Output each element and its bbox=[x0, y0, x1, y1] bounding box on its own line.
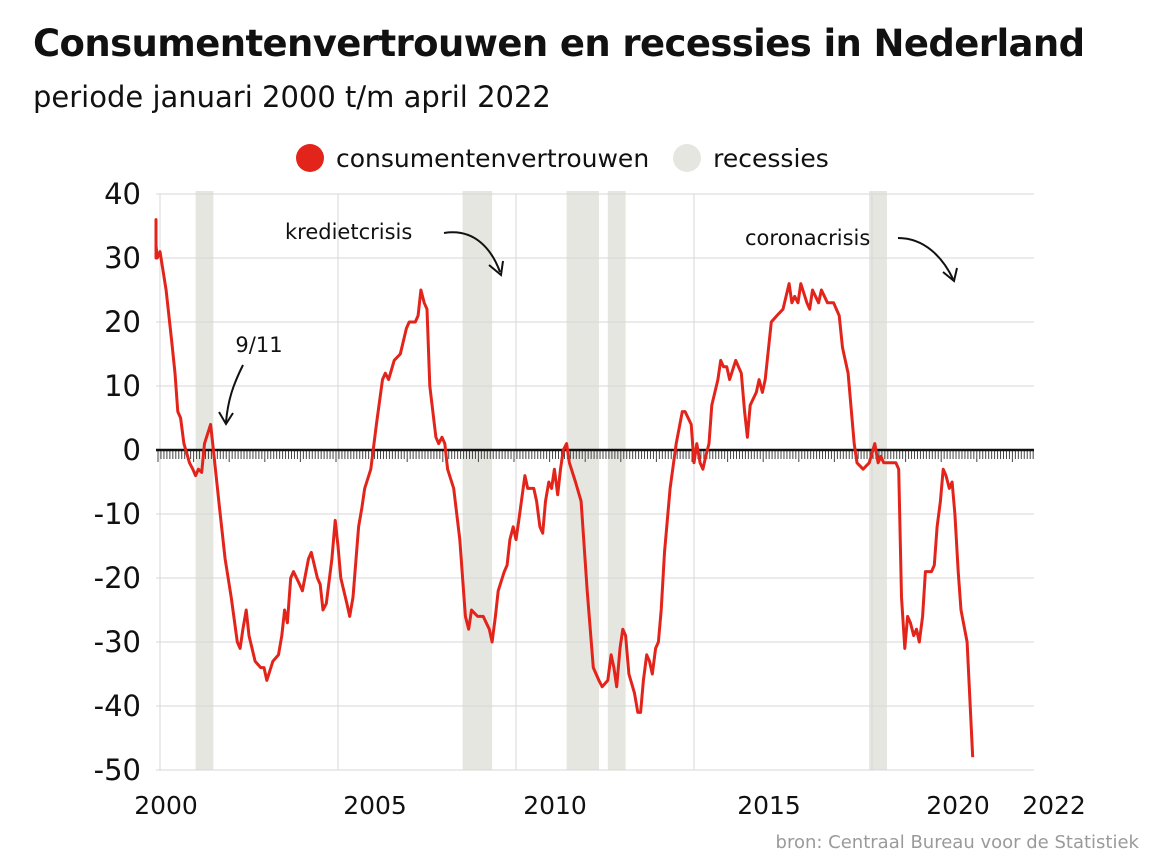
y-tick-label: -10 bbox=[94, 497, 141, 531]
arrow-kredietcrisis-head bbox=[488, 260, 504, 277]
y-tick-label: 30 bbox=[104, 241, 141, 275]
source-note: bron: Centraal Bureau voor de Statistiek bbox=[775, 832, 1139, 853]
recession-band-3 bbox=[566, 191, 599, 770]
y-tick-label: 10 bbox=[104, 369, 141, 403]
x-axis-labels: 2000 2005 2010 2015 2020 2022 bbox=[134, 791, 1086, 820]
x-tick-label: 2022 bbox=[1022, 791, 1086, 820]
y-tick-label: 20 bbox=[104, 305, 141, 339]
arrow-coronacrisis-head bbox=[942, 267, 958, 283]
recession-band-2 bbox=[462, 191, 493, 770]
recession-band-1 bbox=[195, 191, 214, 770]
x-tick-label: 2000 bbox=[134, 791, 198, 820]
x-tick-label: 2005 bbox=[343, 791, 407, 820]
y-axis-labels: 40 30 20 10 0 -10 -20 -30 -40 -50 bbox=[94, 177, 141, 787]
legend-label-recessies: recessies bbox=[713, 143, 829, 173]
annotations: 9/11 kredietcrisis coronacrisis bbox=[218, 220, 958, 426]
annotation-kredietcrisis: kredietcrisis bbox=[285, 220, 412, 244]
chart-subtitle: periode januari 2000 t/m april 2022 bbox=[33, 80, 551, 114]
annotation-coronacrisis: coronacrisis bbox=[745, 226, 870, 250]
y-tick-label: -20 bbox=[94, 561, 141, 595]
x-tick-label: 2015 bbox=[737, 791, 801, 820]
annotation-9-11: 9/11 bbox=[235, 333, 282, 357]
y-tick-label: -30 bbox=[94, 625, 141, 659]
legend-swatch-recession bbox=[673, 144, 702, 172]
recession-band-5 bbox=[869, 191, 887, 770]
month-ticks bbox=[157, 450, 1034, 462]
arrow-9-11 bbox=[225, 364, 244, 423]
chart-title: Consumentenvertrouwen en recessies in Ne… bbox=[33, 22, 1085, 65]
legend: consumentenvertrouwen recessies bbox=[296, 140, 853, 176]
legend-label-consumentenvertrouwen: consumentenvertrouwen bbox=[336, 143, 650, 173]
arrow-kredietcrisis bbox=[443, 231, 501, 273]
x-tick-label: 2020 bbox=[926, 791, 990, 820]
y-tick-label: -40 bbox=[94, 689, 141, 723]
grid-lines bbox=[156, 193, 1034, 771]
legend-item-recessies: recessies bbox=[673, 144, 829, 173]
y-tick-label: 40 bbox=[104, 177, 141, 211]
arrow-9-11-head bbox=[218, 411, 234, 426]
y-tick-label: 0 bbox=[123, 433, 141, 467]
arrow-coronacrisis bbox=[897, 237, 954, 280]
legend-swatch-line bbox=[296, 144, 324, 172]
recession-bands bbox=[195, 191, 887, 770]
series-line-consumentenvertrouwen bbox=[154, 218, 975, 758]
recession-band-4 bbox=[607, 191, 626, 770]
legend-item-consumentenvertrouwen: consumentenvertrouwen bbox=[296, 144, 649, 173]
y-tick-label: -50 bbox=[94, 753, 141, 787]
x-tick-label: 2010 bbox=[523, 791, 587, 820]
